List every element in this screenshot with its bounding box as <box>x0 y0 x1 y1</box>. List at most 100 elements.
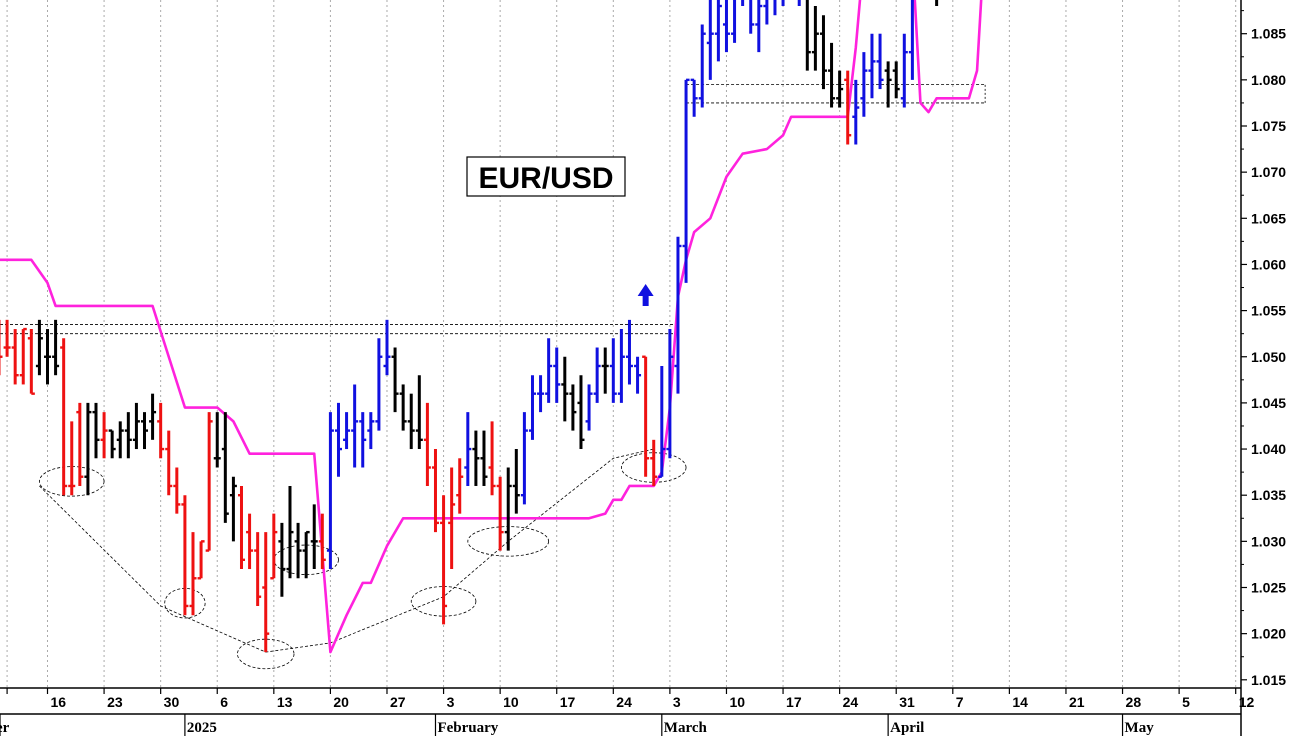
y-tick-label: 1.065 <box>1251 210 1286 226</box>
ohlc-bar <box>262 532 270 653</box>
ohlc-bar <box>577 375 585 450</box>
ohlc-bar <box>908 0 914 80</box>
y-tick-label: 1.030 <box>1251 533 1286 549</box>
up-arrow-icon <box>637 283 654 306</box>
ohlc-bar <box>488 421 496 496</box>
ohlc-bar <box>407 393 415 450</box>
ohlc-bar <box>52 319 60 376</box>
ohlc-bar <box>35 319 43 376</box>
ohlc-bar <box>755 0 763 53</box>
ohlc-bar <box>140 412 148 450</box>
x-axis-ticks: 16 23 30 6 13 20 27 3 10 17 24 3 10 17 24 31 7 14 21 28 5 12 e… <box>0 688 1254 736</box>
ohlc-bar <box>76 402 84 486</box>
ohlc-bar <box>221 412 229 523</box>
x-tick-label: 17 <box>560 694 576 710</box>
ohlc-bar <box>585 384 593 431</box>
x-tick-label: 10 <box>729 694 745 710</box>
ohlc-bar <box>359 412 367 468</box>
month-label: er <box>0 720 10 736</box>
ohlc-bar <box>351 384 359 468</box>
ohlc-bar <box>884 61 892 108</box>
ohlc-bar <box>383 319 391 376</box>
ohlc-bar <box>294 522 302 579</box>
ohlc-bar <box>60 338 68 496</box>
y-tick-label: 1.055 <box>1251 303 1286 319</box>
low-ellipse <box>39 466 105 497</box>
stop-line <box>0 0 983 654</box>
ohlc-bar <box>375 338 383 431</box>
ohlc-bar <box>797 0 801 7</box>
low-ellipse <box>620 452 687 483</box>
x-tick-label: 21 <box>1069 694 1085 710</box>
y-tick-label: 1.015 <box>1251 672 1286 688</box>
ohlc-bar <box>286 485 294 579</box>
ohlc-bar <box>181 495 189 616</box>
y-tick-label: 1.080 <box>1251 72 1286 88</box>
ohlc-bar <box>805 0 811 71</box>
ohlc-bar <box>464 412 472 486</box>
chart-title: EUR/USD <box>478 162 613 195</box>
y-tick-label: 1.045 <box>1251 395 1286 411</box>
ohlc-bar <box>496 476 504 551</box>
y-tick-label: 1.035 <box>1251 487 1286 503</box>
ohlc-bar <box>698 24 706 108</box>
ohlc-bar <box>44 329 51 385</box>
ohlc-bar <box>132 402 140 450</box>
ohlc-bar <box>781 0 785 7</box>
ohlc-bar <box>601 347 609 394</box>
ohlc-bar <box>868 33 876 99</box>
ohlc-bar <box>658 365 666 478</box>
price-bars <box>0 0 939 653</box>
ohlc-bar <box>892 61 900 99</box>
x-tick-label: 23 <box>107 694 123 710</box>
ohlc-bar <box>553 347 561 403</box>
ohlc-bar <box>124 412 132 459</box>
x-tick-label: 17 <box>786 694 802 710</box>
month-label: May <box>1125 720 1155 736</box>
ohlc-bar <box>278 522 286 597</box>
ohlc-bar <box>666 329 674 459</box>
ohlc-bar <box>19 327 27 385</box>
ohlc-bar <box>935 0 939 7</box>
ohlc-bar <box>860 52 868 117</box>
x-tick-label: 5 <box>1182 694 1190 710</box>
ohlc-bar <box>68 421 76 496</box>
y-tick-label: 1.020 <box>1251 626 1286 642</box>
ohlc-bar <box>173 467 181 514</box>
ohlc-bar <box>569 384 577 431</box>
ohlc-bar <box>828 42 836 108</box>
y-tick-label: 1.070 <box>1251 164 1286 180</box>
ohlc-bar <box>399 384 407 431</box>
ohlc-bar <box>504 467 512 551</box>
x-tick-label: 3 <box>673 694 681 710</box>
ohlc-bar <box>852 79 860 145</box>
ohlc-bar <box>537 375 545 413</box>
ohlc-bar <box>520 412 528 505</box>
ohlc-bar <box>690 78 698 117</box>
y-tick-label: 1.075 <box>1251 118 1286 134</box>
ohlc-bar <box>763 0 769 25</box>
ohlc-bar <box>714 0 722 62</box>
ohlc-bar <box>431 449 439 533</box>
ohlc-bar <box>157 402 165 459</box>
ohlc-bar <box>625 319 633 385</box>
ohlc-bar <box>456 458 464 514</box>
ohlc-bar <box>423 402 431 486</box>
ohlc-bar <box>84 402 92 496</box>
ohlc-bar <box>617 329 625 403</box>
support-trendline <box>39 448 654 653</box>
x-tick-label: 7 <box>956 694 964 710</box>
ohlc-bar <box>27 329 35 395</box>
x-tick-label: 10 <box>503 694 519 710</box>
ohlc-bar <box>682 78 690 283</box>
low-ellipse <box>237 638 295 670</box>
ohlc-bar <box>3 319 11 357</box>
ohlc-bar <box>237 485 245 570</box>
y-tick-label: 1.060 <box>1251 256 1286 272</box>
ohlc-bar <box>189 532 197 616</box>
stop-line-path <box>0 0 983 654</box>
ohlc-bar <box>900 33 908 108</box>
ohlc-bar <box>205 412 213 552</box>
month-label: February <box>437 720 498 736</box>
